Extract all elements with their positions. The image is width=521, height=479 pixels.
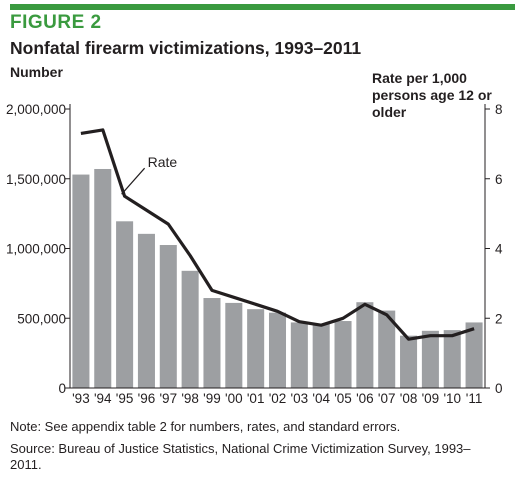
bar <box>72 174 90 388</box>
figure-label: FIGURE 2 <box>10 12 102 33</box>
bar <box>378 310 396 388</box>
y-left-tick-label: 500,000 <box>17 311 66 326</box>
x-tick-label: '94 <box>94 391 112 406</box>
y-right-tick-label: 2 <box>495 311 503 326</box>
x-tick-label: '00 <box>225 391 243 406</box>
figure-note: Note: See appendix table 2 for numbers, … <box>10 419 401 434</box>
bar <box>159 245 177 388</box>
x-tick-label: '01 <box>247 391 265 406</box>
bar <box>94 168 112 388</box>
bar <box>465 322 483 388</box>
rate-leader-line <box>121 167 146 195</box>
x-tick-label: '93 <box>72 391 90 406</box>
bar <box>421 330 439 388</box>
x-tick-label: '03 <box>291 391 309 406</box>
bar <box>312 323 330 388</box>
x-tick-label: '02 <box>269 391 287 406</box>
y-left-tick-label: 0 <box>58 381 66 396</box>
y-left-tick-label: 1,500,000 <box>6 172 66 187</box>
x-tick-label: '98 <box>181 391 199 406</box>
rate-line <box>80 128 475 341</box>
x-tick-label: '06 <box>356 391 374 406</box>
y-left-tick-label: 2,000,000 <box>6 102 66 117</box>
y-axis-left-label: Number <box>10 64 63 80</box>
rate-line-label: Rate <box>148 154 178 170</box>
bar <box>116 221 134 388</box>
x-tick-label: '04 <box>312 391 330 406</box>
x-tick-label: '97 <box>159 391 177 406</box>
y-right-tick-label: 0 <box>495 381 503 396</box>
x-tick-label: '11 <box>466 391 483 406</box>
x-tick-label: '07 <box>378 391 396 406</box>
y-right-tick-label: 8 <box>495 102 503 117</box>
x-tick-label: '96 <box>138 391 156 406</box>
x-tick-label: '99 <box>203 391 221 406</box>
y-axis-right-label: Rate per 1,000 persons age 12 or older <box>372 70 492 120</box>
bar <box>181 270 199 388</box>
x-tick-label: '09 <box>422 391 440 406</box>
bar <box>443 330 461 388</box>
bar <box>247 309 265 388</box>
y-left-tick-label: 1,000,000 <box>6 242 66 257</box>
figure-source: Source: Bureau of Justice Statistics, Na… <box>10 441 471 472</box>
bar <box>400 335 418 388</box>
bar <box>225 302 243 388</box>
x-tick-label: '05 <box>334 391 352 406</box>
bar <box>290 322 308 388</box>
x-tick-label: '95 <box>116 391 134 406</box>
y-right-tick-label: 6 <box>495 172 503 187</box>
top-rule <box>10 4 515 10</box>
bar <box>268 312 287 388</box>
x-tick-label: '08 <box>400 391 418 406</box>
bar <box>203 298 221 388</box>
bar <box>334 321 352 388</box>
chart-area: 0 500,000 1,000,000 1,500,000 2,000,000 0 2 4 6 8… <box>6 102 503 406</box>
bar <box>137 233 155 388</box>
x-tick-label: '10 <box>443 391 461 406</box>
figure-title: Nonfatal firearm victimizations, 1993–20… <box>10 38 362 58</box>
bar <box>356 302 374 388</box>
y-right-tick-label: 4 <box>495 242 503 257</box>
